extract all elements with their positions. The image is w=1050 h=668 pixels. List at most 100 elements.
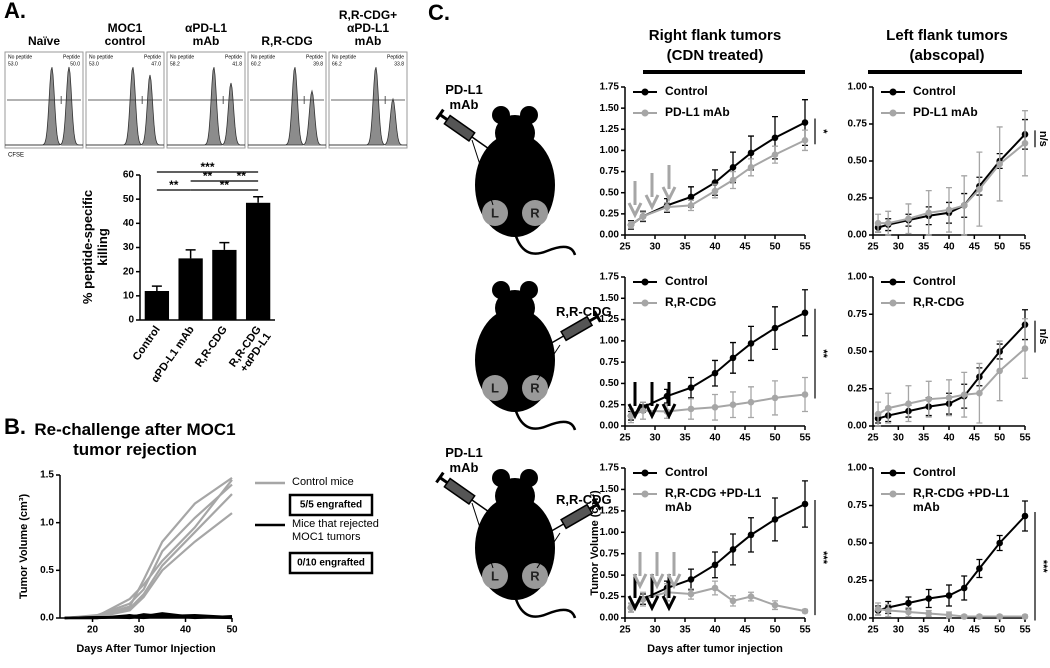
flow-title: R,R-CDG+ αPD-L1 mAb bbox=[338, 8, 398, 48]
syringe-needle bbox=[544, 335, 564, 348]
data-point bbox=[976, 613, 983, 620]
y-tick-label: 0.00 bbox=[848, 230, 868, 241]
y-tick-label: 0.50 bbox=[600, 187, 620, 198]
data-point bbox=[729, 401, 737, 409]
chart-title: Re-challenge after MOC1 tumor rejection bbox=[34, 420, 236, 459]
legend-label: Control bbox=[913, 274, 956, 288]
x-tick-label: 45 bbox=[739, 433, 751, 444]
y-axis-label: Tumor Volume (cm³) bbox=[18, 494, 30, 600]
flow-title: αPD-L1 mAb bbox=[184, 21, 228, 48]
x-tick-label: 25 bbox=[867, 625, 879, 636]
flow-value: 53.0 bbox=[89, 61, 99, 67]
x-tick-label: 45 bbox=[739, 625, 751, 636]
flow-label: No peptide bbox=[332, 54, 356, 60]
x-tick-label: 40 bbox=[709, 625, 721, 636]
x-tick-label: 30 bbox=[893, 625, 905, 636]
x-tick-label: 20 bbox=[87, 625, 99, 636]
x-tick-label: 35 bbox=[918, 625, 930, 636]
y-axis-label: Tumor Volume (cm³) bbox=[589, 490, 601, 596]
y-tick-label: 1.50 bbox=[600, 103, 620, 114]
treatment-arrow bbox=[632, 552, 648, 590]
significance-label: ** bbox=[817, 349, 829, 358]
flow-label: Peptide bbox=[225, 54, 242, 60]
series-line bbox=[630, 121, 806, 226]
data-point bbox=[874, 605, 882, 613]
data-point bbox=[1021, 345, 1029, 352]
data-point bbox=[771, 134, 779, 142]
flow-label: No peptide bbox=[170, 54, 194, 60]
legend-marker bbox=[889, 88, 897, 96]
y-tick-label: 0.75 bbox=[600, 548, 620, 559]
x-axis-label: Days after tumor injection bbox=[647, 643, 783, 655]
y-tick-label: 0.00 bbox=[848, 421, 868, 432]
error-bar bbox=[151, 285, 162, 291]
flow-value: 47.0 bbox=[151, 61, 161, 67]
data-point bbox=[747, 398, 755, 406]
syringe-needle bbox=[471, 136, 491, 151]
x-tick-label: 45 bbox=[969, 625, 981, 636]
legend-label: Control bbox=[665, 84, 708, 98]
syringe-barrel bbox=[443, 477, 476, 506]
legend-label: R,R-CDG bbox=[913, 295, 965, 309]
flow-value: 53.0 bbox=[8, 61, 18, 67]
data-point bbox=[1021, 139, 1029, 147]
legend-label: PD-L1 mAb bbox=[913, 105, 978, 119]
x-tick-label: 55 bbox=[1019, 433, 1031, 444]
flank-label: L bbox=[491, 568, 499, 583]
data-point bbox=[771, 151, 779, 158]
legend-label: Control bbox=[913, 84, 956, 98]
legend-marker bbox=[889, 299, 897, 307]
y-tick-label: 0.00 bbox=[600, 230, 620, 241]
y-tick-label: 0.00 bbox=[600, 421, 620, 432]
syringe bbox=[435, 471, 491, 514]
y-tick-label: 1.75 bbox=[600, 272, 620, 283]
panel-label: C. bbox=[428, 0, 450, 25]
data-point bbox=[874, 219, 882, 227]
series-line bbox=[64, 512, 233, 620]
y-tick-label: 0.50 bbox=[848, 156, 868, 167]
data-point bbox=[945, 611, 953, 619]
syringe-plunger bbox=[439, 476, 449, 484]
legend-marker bbox=[889, 278, 897, 286]
legend-label: R,R-CDG bbox=[665, 295, 717, 309]
flank-label: L bbox=[491, 205, 499, 220]
flank-label: R bbox=[530, 380, 540, 395]
y-tick-label: 0.50 bbox=[600, 378, 620, 389]
legend-label: Control bbox=[665, 274, 708, 288]
flow-value: 66.2 bbox=[332, 61, 342, 67]
x-tick-label: 35 bbox=[918, 242, 930, 253]
x-tick-label: 40 bbox=[943, 433, 955, 444]
legend-marker bbox=[641, 278, 649, 286]
flank-label: L bbox=[491, 380, 499, 395]
syringe-label: PD-L1 mAb bbox=[445, 82, 483, 112]
x-tick-label: 35 bbox=[679, 242, 691, 253]
injection-line bbox=[471, 139, 494, 206]
syringe-label: R,R-CDG bbox=[556, 492, 612, 507]
data-point bbox=[960, 584, 968, 592]
flow-label: No peptide bbox=[8, 54, 32, 60]
data-point bbox=[639, 213, 647, 220]
legend-marker bbox=[889, 469, 897, 477]
data-point bbox=[925, 595, 933, 602]
x-tick-label: 25 bbox=[619, 433, 631, 444]
y-tick-label: 1.50 bbox=[600, 484, 620, 495]
legend-marker bbox=[641, 469, 649, 477]
syringe-grip bbox=[435, 108, 445, 121]
data-point bbox=[976, 389, 983, 397]
data-point bbox=[960, 202, 968, 209]
y-tick-label: 1.00 bbox=[848, 82, 868, 93]
series-line bbox=[64, 483, 233, 620]
data-point bbox=[687, 193, 695, 201]
x-tick-label: 35 bbox=[679, 433, 691, 444]
data-point bbox=[747, 164, 755, 171]
y-tick-label: 1.25 bbox=[600, 314, 620, 325]
flow-title: Naïve bbox=[27, 34, 61, 48]
y-tick-label: 1.50 bbox=[600, 293, 620, 304]
data-point bbox=[801, 119, 809, 126]
data-point bbox=[729, 176, 737, 184]
y-tick-label: 0.00 bbox=[848, 613, 868, 624]
legend-label: Control bbox=[913, 465, 956, 479]
y-tick-label: 0.25 bbox=[848, 575, 868, 586]
y-tick-label: 1.75 bbox=[600, 463, 620, 474]
data-point bbox=[945, 394, 953, 401]
